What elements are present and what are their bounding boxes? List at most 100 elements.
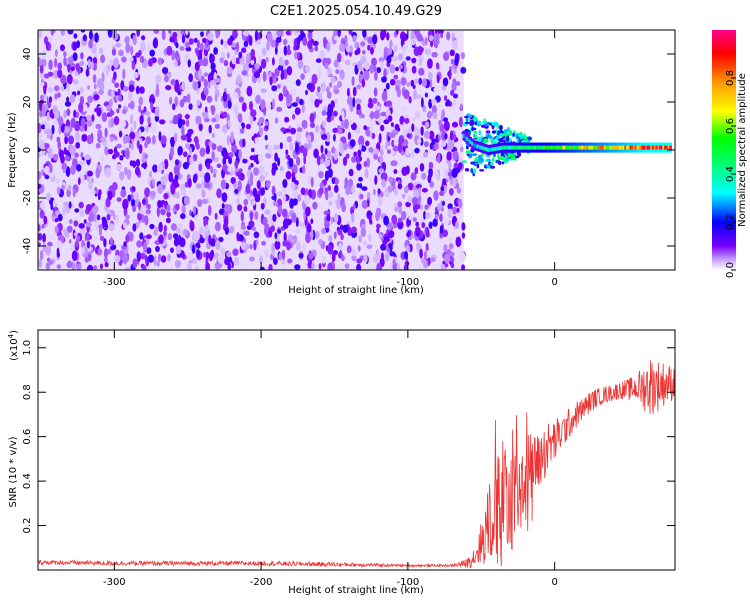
noise-blob [254,30,259,41]
noise-blob [397,183,403,190]
signal-core [478,145,481,149]
noise-blob [118,130,123,138]
signal-core [631,145,634,150]
noise-blob [359,193,364,200]
noise-blob [149,223,155,230]
noise-blob [297,52,300,59]
noise-blob [276,106,283,112]
noise-blob [56,264,61,269]
noise-blob [248,35,253,46]
noise-blob [234,182,237,189]
noise-blob [299,222,305,228]
noise-blob [222,163,228,172]
signal-core [545,145,548,150]
signal-core [614,145,617,150]
noise-blob [424,37,428,45]
noise-blob [296,132,302,143]
noise-blob [116,108,120,114]
noise-blob [360,227,366,238]
noise-blob [140,206,145,212]
noise-blob [136,251,141,262]
noise-blob [201,111,208,118]
noise-blob [249,114,254,126]
signal-core [588,145,591,150]
signal-core [483,146,487,151]
noise-blob [303,194,311,205]
noise-blob [309,112,315,124]
noise-blob [280,127,286,132]
noise-blob [370,47,374,55]
noise-blob [92,74,97,84]
noise-blob [226,93,230,101]
noise-blob [44,124,51,130]
noise-blob [403,251,408,260]
noise-blob [366,191,371,199]
noise-blob [181,33,186,44]
signal-core [636,145,640,150]
noise-blob [289,142,294,151]
noise-blob [56,247,60,258]
noise-blob [80,152,84,159]
noise-blob [319,182,324,188]
noise-blob [406,82,411,87]
noise-blob [348,30,353,35]
noise-blob [215,30,219,39]
noise-blob [43,215,48,225]
signal-core [498,146,502,151]
noise-blob [429,78,433,89]
noise-blob [316,69,323,79]
noise-blob [385,82,390,90]
signal-core [593,145,596,150]
signal-blob [477,136,482,143]
noise-blob [57,213,63,222]
noise-blob [306,134,312,144]
noise-blob [305,232,311,244]
noise-blob [191,258,195,264]
noise-blob [352,96,356,108]
noise-blob [449,188,454,196]
noise-blob [291,212,297,223]
noise-blob [83,219,87,224]
noise-blob [411,123,415,132]
noise-blob [59,149,64,161]
signal-core [640,145,643,150]
noise-blob [306,223,312,233]
noise-blob [327,67,332,76]
noise-blob [93,94,100,101]
noise-blob [95,123,102,130]
noise-blob [258,165,265,174]
noise-blob [181,125,185,137]
noise-blob [56,186,61,195]
noise-blob [198,163,203,172]
noise-blob [86,240,90,249]
snr-multiplier-close: ) [9,330,20,334]
noise-blob [338,242,343,250]
noise-blob [376,223,381,229]
noise-blob [282,240,288,247]
noise-blob [326,214,331,222]
noise-blob [378,233,383,239]
noise-blob [129,57,134,62]
noise-blob [433,86,439,93]
noise-blob [428,71,433,81]
noise-blob [405,165,410,175]
signal-core [522,145,526,150]
noise-blob [163,192,169,200]
noise-blob [119,171,125,181]
noise-blob [292,198,298,206]
noise-blob [40,81,45,87]
noise-blob [148,58,153,67]
signal-core [562,145,565,150]
noise-blob [395,66,399,72]
noise-blob [424,250,427,260]
signal-blob [506,135,510,142]
noise-blob [163,224,167,233]
noise-blob [113,71,117,81]
noise-blob [68,56,74,65]
noise-blob [55,178,61,184]
noise-blob [174,132,178,143]
noise-blob [57,62,62,71]
signal-blob [498,124,503,131]
noise-blob [169,96,173,105]
signal-core [569,145,572,150]
